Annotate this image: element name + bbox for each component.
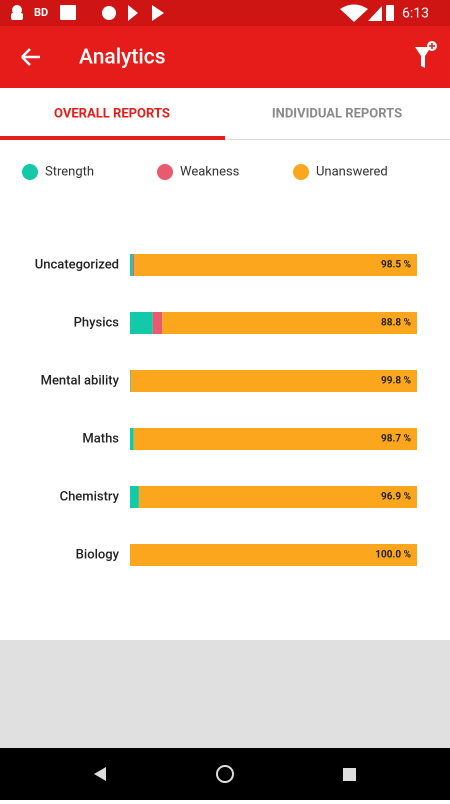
- tab-divider: [225, 139, 450, 140]
- tab-overall[interactable]: OVERALL REPORTS: [54, 106, 170, 121]
- empty-area: [0, 640, 450, 748]
- nav-home[interactable]: [216, 765, 234, 783]
- category-label: Biology: [76, 547, 120, 562]
- category-label: Maths: [82, 431, 119, 446]
- category-label: Physics: [74, 315, 120, 330]
- app-bar: [0, 26, 450, 88]
- bar-segment: [133, 428, 417, 450]
- bar-segment: [130, 486, 139, 508]
- tab-individual[interactable]: INDIVIDUAL REPORTS: [272, 106, 402, 121]
- legend-label: Strength: [45, 164, 94, 179]
- legend-label: Unanswered: [316, 164, 388, 179]
- nav-back[interactable]: [94, 767, 106, 781]
- status-time: 6:13: [402, 6, 429, 22]
- bar-segment: [138, 486, 417, 508]
- svg-text:BD: BD: [34, 6, 48, 19]
- category-label: Uncategorized: [35, 257, 119, 272]
- value-label: 99.8 %: [381, 376, 411, 387]
- back-button[interactable]: [21, 48, 40, 66]
- bar-segment: [130, 370, 131, 392]
- bar-segment: [130, 370, 417, 392]
- value-label: 98.7 %: [381, 434, 411, 445]
- legend-swatch: [293, 164, 309, 180]
- bar-segment: [130, 428, 134, 450]
- bar-segment: [130, 544, 417, 566]
- tab-indicator: [0, 136, 225, 140]
- category-label: Mental ability: [41, 373, 120, 388]
- status-icons: BD: [11, 4, 394, 22]
- nav-recents[interactable]: [343, 768, 356, 781]
- bar-segment: [130, 312, 153, 334]
- bar-segment: [132, 254, 135, 276]
- nav-bar: [0, 748, 450, 800]
- tab-bar: [0, 88, 450, 140]
- category-label: Chemistry: [60, 489, 120, 504]
- chart: Strength Weakness Unanswered Uncategorized 9…: [22, 164, 417, 566]
- bar-segment: [162, 312, 417, 334]
- value-label: 96.9 %: [381, 492, 411, 503]
- value-label: 100.0 %: [375, 550, 411, 561]
- value-label: 88.8 %: [381, 318, 411, 329]
- filter-button[interactable]: [415, 41, 437, 68]
- legend-label: Weakness: [180, 164, 240, 179]
- bar-segment: [134, 254, 417, 276]
- app-title: Analytics: [79, 46, 166, 70]
- legend-swatch: [157, 164, 173, 180]
- bar-segment: [152, 312, 163, 334]
- legend-swatch: [22, 164, 38, 180]
- bar-segment: [130, 254, 133, 276]
- value-label: 98.5 %: [381, 260, 411, 271]
